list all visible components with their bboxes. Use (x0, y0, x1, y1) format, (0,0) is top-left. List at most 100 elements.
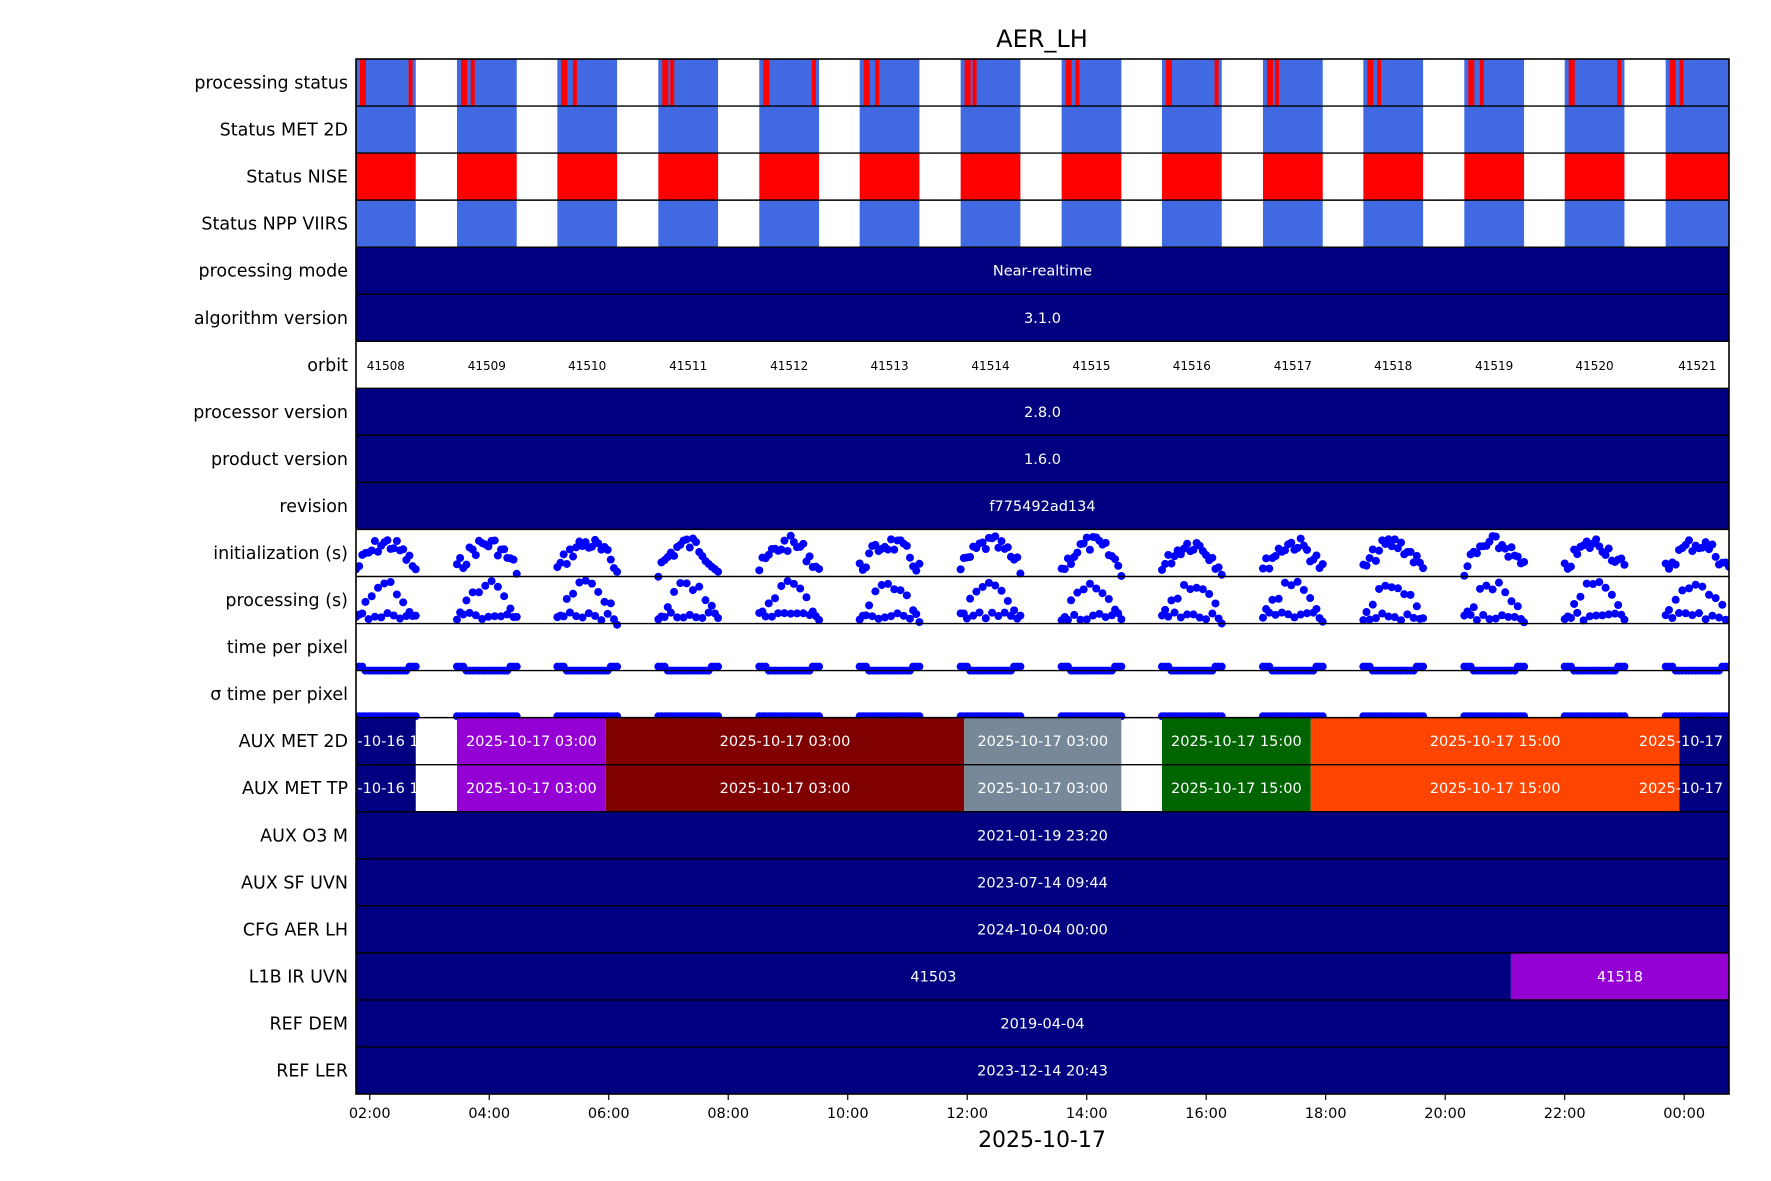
processing-s-point (1718, 600, 1727, 609)
initialization-s-point (370, 537, 379, 546)
initialization-s-point (786, 531, 795, 540)
processing-s-point (389, 611, 398, 620)
processing-s-point (978, 582, 987, 591)
processing-s-point (478, 615, 487, 624)
initialization-s-point (1271, 551, 1280, 560)
initialization-s-point (389, 544, 398, 553)
aux-met-2d-segment (1679, 717, 1729, 765)
processing-s-point (411, 611, 420, 620)
processing-s-point (377, 613, 386, 622)
processing-s-point (396, 614, 405, 623)
processing-s-point (1186, 585, 1195, 594)
processing-status-flag (408, 59, 413, 107)
product-version-segment-label: 1.6.0 (1024, 452, 1061, 468)
processing-s-point (1585, 612, 1594, 621)
processing-s-point (565, 608, 574, 617)
algorithm-version-segment (356, 294, 1729, 342)
processing-status-flag (561, 59, 568, 107)
processing-s-point (1293, 577, 1302, 586)
initialization-s-point (1161, 559, 1170, 568)
initialization-s-point (780, 536, 789, 545)
status-met-2d-segment (658, 106, 719, 154)
processing-s-point (1520, 618, 1529, 627)
processing-s-point (1466, 610, 1475, 619)
processing-s-point (503, 610, 512, 619)
aux-met-tp-segment (356, 764, 416, 812)
processing-s-point (704, 608, 713, 617)
status-npp-viirs-segment (1061, 200, 1122, 248)
initialization-s-point (1406, 547, 1415, 556)
processing-s-point (374, 583, 383, 592)
initialization-s-point (1573, 550, 1582, 559)
processing-s-point (512, 612, 521, 621)
processing-s-point (1412, 602, 1421, 611)
processing-s-point (1180, 580, 1189, 589)
processing-s-point (1488, 585, 1497, 594)
processing-s-point (1067, 596, 1076, 605)
processing-s-point (695, 582, 704, 591)
l1b-ir-uvn-segment-label: 41518 (1597, 969, 1643, 985)
processing-s-point (1665, 606, 1674, 615)
status-nise-segment (456, 153, 517, 201)
processing-s-point (1306, 594, 1315, 603)
processing-s-point (1381, 581, 1390, 590)
aux-sf-uvn-segment-label: 2023-07-14 09:44 (977, 875, 1108, 891)
initialization-s-point (1513, 552, 1522, 561)
processing-s-point (613, 620, 622, 629)
orbit-number: 41511 (669, 359, 707, 373)
processing-s-point (1695, 609, 1704, 618)
time-per-pixel-point (1318, 662, 1327, 671)
initialization-s-point (1167, 559, 1176, 568)
processing-s-point (1390, 613, 1399, 622)
status-npp-viirs-segment (960, 200, 1021, 248)
initialization-s-point (1208, 553, 1217, 562)
x-tick-label: 00:00 (1663, 1106, 1705, 1122)
status-nise-segment (1665, 153, 1729, 201)
initialization-s-point (1617, 554, 1626, 563)
processing-s-point (1711, 594, 1720, 603)
processing-s-point (1287, 581, 1296, 590)
processing-s-point (1280, 578, 1289, 587)
initialization-s-point (462, 560, 471, 569)
processing-s-point (1161, 605, 1170, 614)
status-met-2d-segment (1564, 106, 1625, 154)
processing-s-point (1715, 613, 1724, 622)
time-per-pixel-point (1620, 662, 1629, 671)
processing-s-point (1472, 616, 1481, 625)
initialization-s-point (1362, 561, 1371, 570)
row-label-aux-o3-m: AUX O3 M (260, 826, 348, 846)
processing-s-point (1079, 585, 1088, 594)
processing-s-point (1173, 594, 1182, 603)
time-per-pixel-point (1117, 662, 1126, 671)
initialization-s-point (865, 549, 874, 558)
processing-s-point (1189, 610, 1198, 619)
processing-s-point (1604, 610, 1613, 619)
processing-s-point (364, 615, 373, 624)
aux-met-tp-segment (456, 764, 606, 812)
row-label-time-per-pixel: time per pixel (227, 638, 348, 658)
processing-s-point (1089, 611, 1098, 620)
status-met-2d-segment (960, 106, 1021, 154)
processing-status-flag (670, 59, 675, 107)
processing-s-point (1400, 590, 1409, 599)
status-npp-viirs-segment (456, 200, 517, 248)
processing-s-point (1274, 594, 1283, 603)
aux-met-tp-segment-label: 2025-10-17 15:00 (1639, 781, 1770, 797)
initialization-s-point (1520, 557, 1529, 566)
time-per-pixel-point (613, 662, 622, 671)
processing-status-flag (972, 59, 977, 107)
initialization-s-point (1183, 539, 1192, 548)
aux-o3-m-segment-label: 2021-01-19 23:20 (977, 828, 1108, 844)
processing-s-point (490, 612, 499, 621)
processing-status-flag (572, 59, 577, 107)
processing-status-flag (360, 59, 366, 107)
orbit-number: 41516 (1173, 359, 1211, 373)
processing-s-point (1000, 608, 1009, 617)
processing-s-point (1595, 578, 1604, 587)
processing-s-point (1277, 608, 1286, 617)
initialization-s-point (1387, 542, 1396, 551)
processing-s-point (367, 592, 376, 601)
initialization-s-point (1397, 538, 1406, 547)
aux-met-2d-segment (1161, 717, 1311, 765)
